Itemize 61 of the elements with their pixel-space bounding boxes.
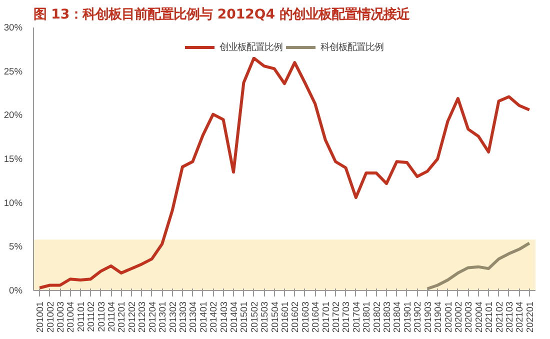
x-tick-label: 201402 bbox=[208, 301, 219, 333]
x-tick-label: 201102 bbox=[86, 301, 96, 332]
x-tick-label: 201104 bbox=[106, 301, 117, 332]
x-tick-label: 201201 bbox=[116, 301, 127, 333]
x-tick-label: 202103 bbox=[504, 301, 514, 333]
x-tick-label: 201503 bbox=[260, 301, 270, 333]
y-tick-label: 5% bbox=[9, 242, 22, 252]
x-tick-label: 201904 bbox=[433, 301, 444, 333]
x-tick-label: 201704 bbox=[351, 301, 362, 333]
x-tick-label: 201501 bbox=[239, 301, 250, 333]
x-tick-label: 201404 bbox=[228, 301, 239, 333]
x-tick-label: 202002 bbox=[453, 301, 464, 333]
x-tick-label: 201504 bbox=[270, 301, 280, 333]
x-tick-label: 201502 bbox=[249, 301, 260, 333]
x-tick-label: 201804 bbox=[392, 301, 402, 333]
x-tick-label: 201801 bbox=[362, 301, 372, 333]
x-tick-label: 201204 bbox=[147, 301, 158, 333]
x-tick-label: 201604 bbox=[310, 301, 321, 333]
line-series bbox=[426, 242, 531, 290]
x-tick-label: 201403 bbox=[218, 301, 229, 333]
x-tick-label: 201902 bbox=[412, 301, 423, 333]
x-tick-label: 201603 bbox=[300, 301, 310, 333]
x-tick-label: 202101 bbox=[484, 301, 494, 333]
x-tick-label: 201003 bbox=[56, 301, 66, 333]
x-tick-label: 201903 bbox=[422, 301, 433, 333]
x-tick-label: 202004 bbox=[474, 301, 484, 333]
y-tick-label: 15% bbox=[4, 154, 22, 164]
x-tick-label: 202104 bbox=[514, 301, 525, 333]
y-tick-label: 30% bbox=[4, 22, 22, 32]
x-tick-label: 201302 bbox=[168, 301, 178, 333]
x-tick-label: 201602 bbox=[290, 301, 300, 333]
chart-title: 图 13：科创板目前配置比例与 2012Q4 的创业板配置情况接近 bbox=[34, 6, 411, 22]
x-tick-label: 201701 bbox=[320, 301, 331, 333]
x-tick-label: 201101 bbox=[76, 301, 86, 332]
x-tick-label: 202102 bbox=[494, 301, 504, 333]
x-tick-label: 201401 bbox=[198, 301, 208, 333]
x-tick-label: 201901 bbox=[402, 301, 412, 333]
x-tick-label: 202201 bbox=[524, 301, 535, 333]
x-tick-label: 202001 bbox=[443, 301, 454, 333]
line-series bbox=[38, 56, 531, 290]
y-tick-label: 10% bbox=[4, 198, 22, 208]
legend-label: 科创板配置比例 bbox=[320, 40, 384, 54]
x-tick-label: 201303 bbox=[178, 301, 188, 333]
x-tick-label: 201202 bbox=[126, 301, 137, 333]
x-tick-label: 202003 bbox=[464, 301, 474, 333]
x-tick-label: 201301 bbox=[158, 301, 168, 333]
x-tick-label: 201103 bbox=[96, 301, 106, 332]
x-tick-label: 201002 bbox=[45, 301, 56, 333]
y-tick-label: 25% bbox=[4, 66, 22, 76]
x-tick-label: 201601 bbox=[280, 301, 290, 333]
x-tick-label: 201304 bbox=[188, 301, 198, 333]
y-tick-label: 20% bbox=[4, 110, 22, 120]
x-tick-label: 201802 bbox=[372, 301, 382, 333]
x-tick-label: 201702 bbox=[331, 301, 342, 333]
x-tick-label: 201203 bbox=[137, 301, 148, 333]
x-tick-label: 201004 bbox=[66, 301, 76, 333]
x-tick-label: 201703 bbox=[341, 301, 352, 333]
legend-label: 创业板配置比例 bbox=[220, 40, 282, 54]
x-tick-label: 201803 bbox=[382, 301, 392, 333]
x-tick-label: 201001 bbox=[35, 301, 46, 333]
y-tick-label: 0% bbox=[9, 286, 22, 296]
